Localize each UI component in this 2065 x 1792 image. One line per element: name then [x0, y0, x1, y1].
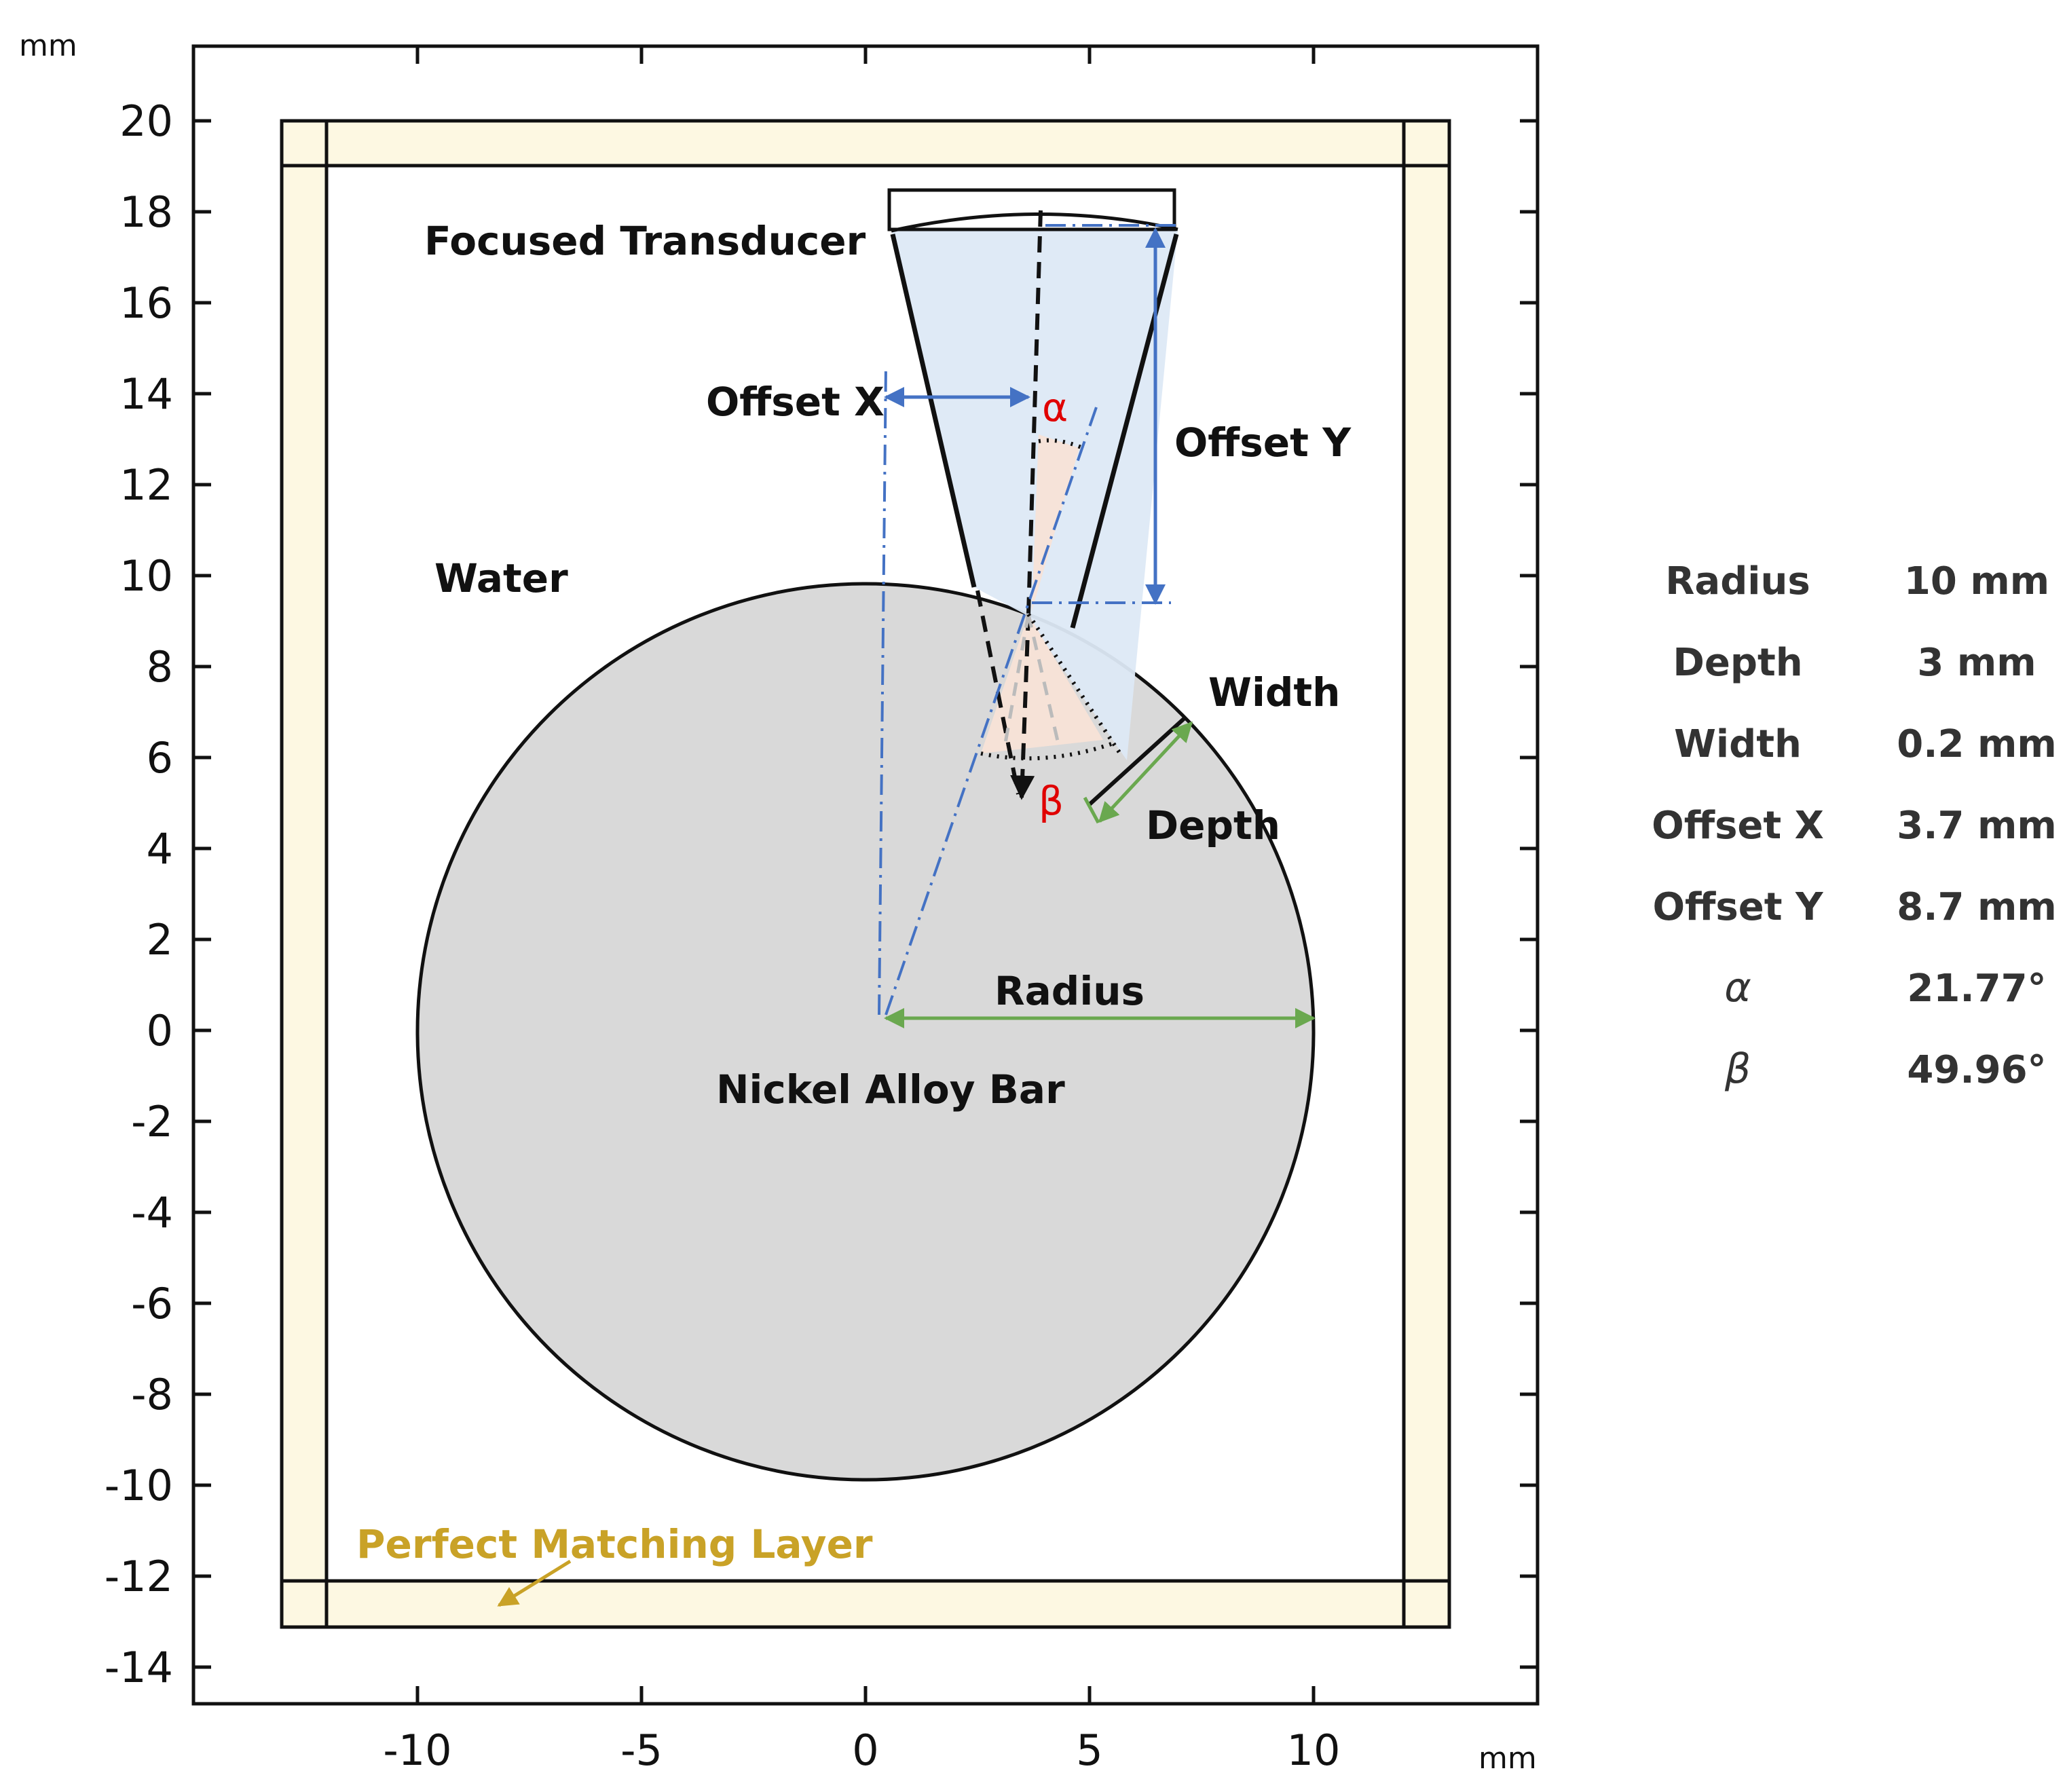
y-tick-label: 12	[119, 460, 173, 510]
y-tick-label: 8	[147, 642, 173, 692]
x-tick-marks	[415, 46, 1316, 1704]
width-label: Width	[1208, 669, 1340, 715]
transducer-housing	[887, 188, 1176, 231]
y-tick-label: 16	[119, 278, 173, 328]
beam-shape	[891, 214, 1178, 760]
param-name: Offset X	[1652, 804, 1824, 848]
param-name: Radius	[1665, 559, 1810, 603]
depth-arrow	[1098, 721, 1193, 823]
x-axis-unit: mm	[1478, 1741, 1537, 1776]
y-tick-label: -2	[131, 1097, 173, 1146]
y-tick-marks	[193, 119, 1538, 1669]
param-name: Depth	[1673, 641, 1802, 685]
depth-label: Depth	[1146, 802, 1280, 848]
x-tick-label: 10	[1287, 1725, 1341, 1775]
y-tick-labels: 20 18 16 14 12 10 8 6 4 2 0 -2 -4 -6 -8 …	[105, 96, 173, 1692]
param-name: Offset Y	[1652, 885, 1824, 929]
beta-arc	[980, 741, 1114, 761]
bar-label: Nickel Alloy Bar	[716, 1066, 1065, 1113]
y-tick-label: -14	[105, 1643, 173, 1692]
x-tick-label: -10	[383, 1725, 451, 1775]
y-tick-label: -4	[131, 1188, 173, 1237]
pml-label: Perfect Matching Layer	[356, 1521, 873, 1567]
param-value: 10 mm	[1904, 559, 2049, 603]
y-tick-label: 18	[119, 187, 173, 237]
offset-y-label: Offset Y	[1174, 419, 1352, 466]
nickel-alloy-bar	[415, 582, 1316, 1482]
transducer-label: Focused Transducer	[424, 218, 866, 264]
y-tick-label: -12	[105, 1552, 173, 1601]
y-tick-label: 4	[147, 824, 173, 874]
param-value: 0.2 mm	[1897, 722, 2056, 766]
param-value: 3 mm	[1917, 641, 2036, 685]
param-value: 49.96°	[1907, 1048, 2046, 1092]
y-tick-label: -8	[131, 1370, 173, 1419]
x-tick-label: 0	[852, 1725, 878, 1775]
y-tick-label: 14	[119, 369, 173, 419]
y-tick-label: 10	[119, 551, 173, 601]
param-name: β	[1724, 1045, 1751, 1093]
plot-axes	[191, 44, 1540, 1706]
param-name: Width	[1674, 722, 1802, 766]
param-value: 8.7 mm	[1897, 885, 2056, 929]
alpha-label: α	[1042, 384, 1068, 430]
y-axis-unit: mm	[19, 29, 77, 63]
param-value: 21.77°	[1907, 967, 2046, 1011]
transducer-face	[891, 212, 1178, 233]
parameter-table: Radius 10 mm Depth 3 mm Width 0.2 mm Off…	[1652, 559, 2057, 1093]
beta-label: β	[1039, 778, 1064, 824]
y-tick-label: 2	[147, 915, 173, 965]
center-to-focus-line	[885, 407, 1098, 1015]
param-value: 3.7 mm	[1897, 804, 2056, 848]
pml-pointer-arrow	[497, 1559, 572, 1607]
y-tick-label: 6	[147, 733, 173, 783]
x-tick-labels: -10 -5 0 5 10	[383, 1725, 1340, 1775]
refracted-ray-center	[1010, 614, 1035, 800]
y-tick-label: 20	[119, 96, 173, 146]
transducer-axis	[1026, 210, 1043, 615]
radius-label: Radius	[994, 968, 1145, 1014]
y-tick-label: -10	[105, 1461, 173, 1510]
y-tick-label: 0	[147, 1006, 173, 1056]
param-name: α	[1724, 964, 1751, 1011]
beam-edge-left	[890, 234, 977, 588]
water-label: Water	[434, 555, 568, 601]
notch-base-tick	[1083, 796, 1100, 824]
x-tick-label: -5	[620, 1725, 663, 1775]
x-tick-label: 5	[1076, 1725, 1102, 1775]
y-tick-label: -6	[131, 1279, 173, 1328]
offset-x-label: Offset X	[706, 379, 885, 425]
